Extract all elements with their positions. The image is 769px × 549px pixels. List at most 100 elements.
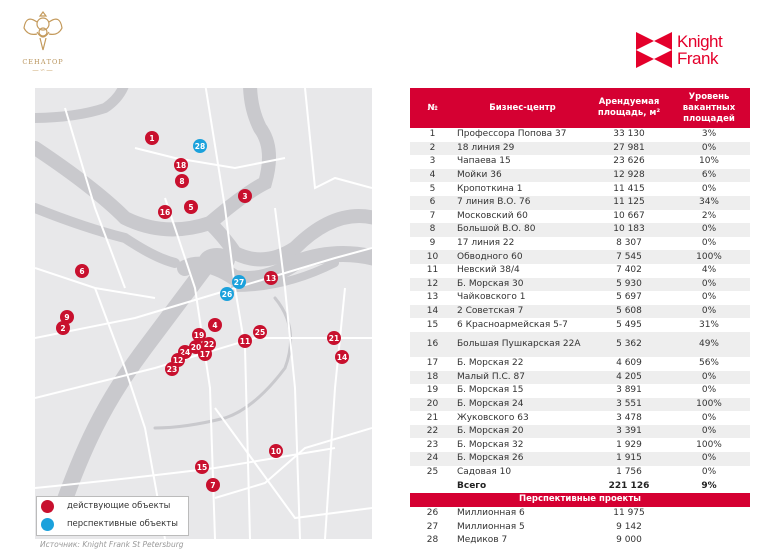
- col-vacancy: Уровень вакантных площадей: [668, 88, 750, 128]
- cell-a: 7 402: [616, 265, 642, 276]
- table-row: 11 Невский 38/4 7 402 4%: [410, 264, 750, 278]
- map-marker-6[interactable]: 6: [75, 264, 89, 278]
- cell-a: 8 307: [616, 238, 642, 249]
- cell-name: 7 линия В.О. 76: [455, 195, 590, 210]
- map-marker-13[interactable]: 13: [264, 271, 278, 285]
- cell-n: 4: [410, 168, 455, 183]
- table-row: 19 Б. Морская 15 3 891 0%: [410, 384, 750, 398]
- map-marker-3[interactable]: 3: [238, 189, 252, 203]
- table-row: 27 Миллионная 5 9 142: [410, 520, 750, 534]
- map-marker-15[interactable]: 15: [195, 460, 209, 474]
- table-row: 16 Большая Пушкарская 22А 5 362 49%: [410, 331, 750, 357]
- map-marker-5[interactable]: 5: [184, 200, 198, 214]
- cell-n: 19: [426, 385, 439, 396]
- business-centers-table: № Бизнес-центр Арендуемая площадь, м² Ур…: [410, 88, 750, 548]
- cell-a: 11 125: [590, 195, 668, 210]
- senator-logo: СЕНАТОР —∽—: [18, 8, 68, 74]
- cell-n: 22: [410, 424, 455, 439]
- legend-item-prospective: перспективные объекты: [37, 515, 188, 533]
- cell-n: 16: [410, 331, 455, 357]
- cell-a: 3 891: [616, 385, 642, 396]
- map-marker-23[interactable]: 23: [165, 362, 179, 376]
- cell-a: 10 667: [613, 210, 645, 221]
- cell-a: 9 000: [616, 535, 642, 546]
- cell-n: 21: [426, 412, 439, 423]
- cell-v: 2%: [701, 210, 717, 221]
- cell-a: 27 981: [590, 141, 668, 156]
- cell-n: 13: [426, 292, 439, 303]
- cell-v: 0%: [701, 292, 717, 303]
- cell-v: 100%: [696, 439, 722, 450]
- map-marker-8[interactable]: 8: [175, 174, 189, 188]
- map-marker-4[interactable]: 4: [208, 318, 222, 332]
- cell-name: Невский 38/4: [457, 265, 520, 276]
- knight-frank-mark-icon: [636, 32, 672, 68]
- table-row: 1 Профессора Попова 37 33 130 3%: [410, 128, 750, 142]
- map-marker-1[interactable]: 1: [145, 131, 159, 145]
- map-marker-2[interactable]: 2: [56, 321, 70, 335]
- cell-a: 11 975: [613, 508, 645, 519]
- cell-name: Б. Морская 20: [455, 424, 590, 439]
- total-row: Всего 221 126 9%: [410, 479, 750, 493]
- cell-v: 0%: [668, 424, 750, 439]
- map-legend: действующие объекты перспективные объект…: [36, 496, 189, 536]
- cell-name: Медиков 7: [457, 535, 508, 546]
- blue-dot-icon: [41, 517, 54, 531]
- city-map[interactable]: 1 28 18 8 3 5 16 6 13 27 26 9 2 4 19 25 11 21 22 20 24 17 14 12…: [35, 88, 372, 539]
- cell-n: 17: [426, 358, 439, 369]
- map-marker-16[interactable]: 16: [158, 205, 172, 219]
- knight-frank-logo: Knight Frank: [636, 32, 723, 68]
- col-name: Бизнес-центр: [455, 88, 590, 128]
- cell-n: 20: [410, 397, 455, 412]
- cell-name: Малый П.С. 87: [455, 370, 590, 385]
- table-row: 3 Чапаева 15 23 626 10%: [410, 155, 750, 169]
- total-area: 221 126: [608, 480, 650, 491]
- table-row: 22 Б. Морская 20 3 391 0%: [410, 424, 750, 439]
- cell-n: 28: [426, 535, 439, 546]
- map-marker-17[interactable]: 17: [198, 347, 212, 361]
- map-marker-25[interactable]: 25: [253, 325, 267, 339]
- cell-n: 15: [426, 319, 439, 330]
- map-marker-11[interactable]: 11: [238, 334, 252, 348]
- cell-n: 25: [426, 466, 439, 477]
- table-row: 23 Б. Морская 32 1 929 100%: [410, 438, 750, 452]
- cell-name: Большой В.О. 80: [455, 223, 590, 237]
- cell-a: 5 930: [590, 277, 668, 292]
- cell-v: [668, 534, 750, 548]
- map-marker-27[interactable]: 27: [232, 275, 246, 289]
- cell-a: 3 391: [590, 424, 668, 439]
- table-row: 7 Московский 60 10 667 2%: [410, 210, 750, 224]
- cell-a: 4 205: [590, 370, 668, 385]
- cell-name: Обводного 60: [455, 250, 590, 264]
- map-marker-18[interactable]: 18: [174, 158, 188, 172]
- cell-v: 6%: [668, 168, 750, 183]
- map-marker-28[interactable]: 28: [193, 139, 207, 153]
- eagle-emblem-icon: [23, 11, 63, 51]
- cell-a: 5 495: [616, 319, 642, 330]
- cell-n: 9: [429, 238, 436, 249]
- total-label: Всего: [457, 480, 487, 491]
- cell-v: 3%: [701, 129, 717, 140]
- cell-name: Мойки 36: [455, 168, 590, 183]
- cell-v: 34%: [668, 195, 750, 210]
- cell-v: 0%: [668, 277, 750, 292]
- table-row: 18 Малый П.С. 87 4 205 0%: [410, 370, 750, 385]
- map-marker-7[interactable]: 7: [206, 478, 220, 492]
- map-marker-26[interactable]: 26: [220, 287, 234, 301]
- map-marker-19[interactable]: 19: [192, 328, 206, 342]
- map-marker-14[interactable]: 14: [335, 350, 349, 364]
- map-marker-10[interactable]: 10: [269, 444, 283, 458]
- cell-n: 18: [410, 370, 455, 385]
- col-area: Арендуемая площадь, м²: [590, 88, 668, 128]
- cell-v: 31%: [698, 319, 719, 330]
- senator-wordmark: СЕНАТОР —∽—: [22, 58, 64, 74]
- cell-a: 1 756: [616, 466, 642, 477]
- cell-n: 3: [429, 156, 436, 167]
- cell-v: [668, 507, 750, 521]
- cell-a: 1 915: [590, 452, 668, 466]
- cell-name: Б. Морская 26: [455, 452, 590, 466]
- cell-n: 14: [410, 304, 455, 319]
- map-marker-21[interactable]: 21: [327, 331, 341, 345]
- map-marker-9[interactable]: 9: [60, 310, 74, 324]
- table-row: 17 Б. Морская 22 4 609 56%: [410, 357, 750, 371]
